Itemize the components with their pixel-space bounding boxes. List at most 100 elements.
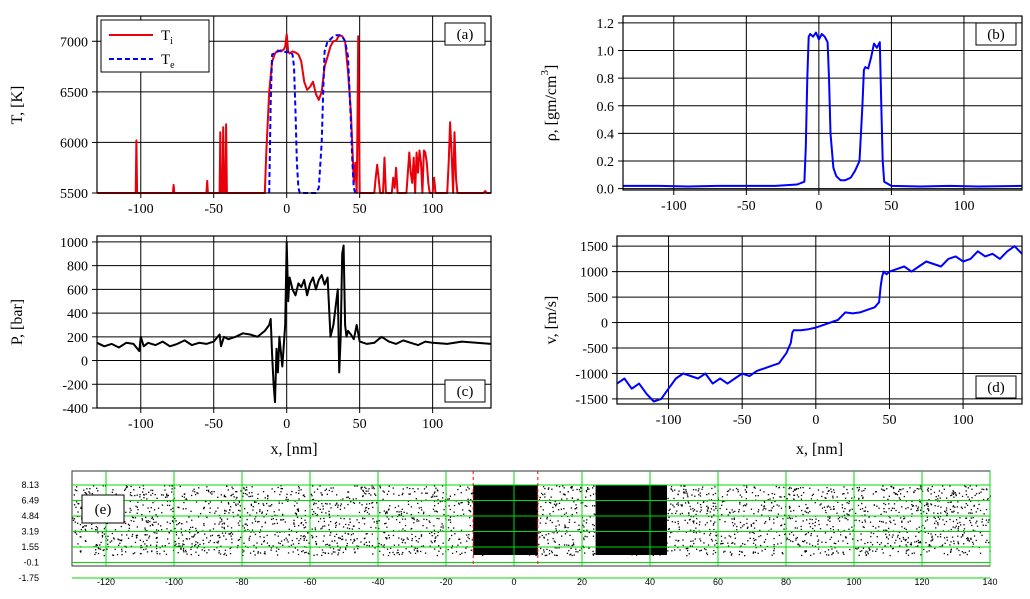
particle (174, 544, 176, 547)
particle (113, 538, 115, 540)
snapshot-x-tick-label: 20 (577, 577, 587, 587)
particle (752, 551, 755, 553)
particle (373, 488, 375, 490)
particle (130, 520, 132, 522)
plot-frame (96, 15, 492, 194)
particle (406, 537, 408, 539)
particle (423, 488, 426, 490)
particle (692, 510, 695, 512)
particle (410, 506, 412, 508)
particle (931, 536, 933, 539)
particle (897, 534, 899, 536)
particle (404, 524, 407, 527)
particle (393, 493, 395, 495)
particle (171, 485, 174, 487)
particle (545, 501, 547, 504)
particle (550, 502, 552, 504)
particle (295, 514, 298, 516)
particle (796, 527, 798, 529)
particle (401, 508, 403, 510)
particle (416, 520, 418, 522)
particle (156, 497, 158, 499)
particle (700, 540, 702, 542)
particle (804, 550, 806, 552)
particle (895, 509, 897, 512)
particle (143, 497, 145, 499)
particle (424, 552, 427, 554)
particle (857, 504, 860, 507)
particle (185, 551, 187, 553)
particle (95, 549, 97, 551)
particle (328, 544, 330, 546)
particle (375, 527, 377, 529)
particle (165, 553, 168, 555)
particle (809, 518, 811, 520)
particle (847, 519, 849, 521)
particle (704, 524, 707, 526)
particle (449, 516, 452, 518)
particle (194, 533, 196, 536)
particle (400, 538, 403, 540)
particle (727, 542, 729, 544)
particle (322, 540, 324, 542)
particle (458, 538, 460, 540)
particle (196, 547, 198, 549)
particle (667, 528, 670, 530)
particle (963, 552, 965, 554)
particle (221, 518, 223, 520)
particle (954, 492, 956, 494)
particle (365, 533, 367, 535)
particle (236, 496, 238, 499)
particle (963, 528, 966, 530)
particle (673, 506, 675, 508)
particle (180, 548, 182, 550)
particle (365, 506, 368, 509)
y-axis-label: ρ, [gm/cm3] (539, 65, 560, 142)
particle (213, 549, 215, 551)
particle (804, 540, 806, 542)
particle (402, 492, 404, 494)
particle (219, 553, 222, 555)
particle (828, 490, 830, 492)
particle (953, 496, 955, 498)
particle (893, 491, 895, 494)
particle (538, 543, 540, 546)
particle (881, 548, 883, 550)
particle (304, 536, 306, 538)
particle (801, 509, 803, 512)
particle (957, 543, 960, 545)
particle (256, 512, 258, 514)
particle (707, 508, 709, 510)
particle (568, 550, 570, 552)
particle (975, 485, 978, 487)
particle (964, 551, 967, 554)
particle (852, 538, 854, 540)
particle (189, 528, 191, 531)
particle (321, 549, 324, 551)
particle (743, 524, 745, 526)
particle (441, 500, 443, 502)
particle (684, 485, 686, 487)
particle (761, 514, 763, 516)
particle (904, 539, 906, 542)
x-tick-label: -50 (737, 199, 756, 214)
particle (221, 523, 223, 525)
particle (336, 542, 338, 544)
particle (373, 521, 375, 523)
particle (103, 549, 105, 551)
particle (430, 540, 432, 542)
particle (728, 490, 730, 492)
particle (242, 495, 244, 497)
particle (85, 525, 87, 527)
particle (331, 540, 333, 542)
particle (414, 535, 417, 538)
particle (677, 504, 680, 506)
particle (888, 503, 890, 505)
particle (814, 502, 816, 504)
particle (167, 494, 169, 497)
particle (374, 547, 376, 549)
particle (114, 548, 116, 550)
particle (575, 548, 577, 550)
particle (285, 498, 287, 501)
particle (559, 491, 561, 493)
